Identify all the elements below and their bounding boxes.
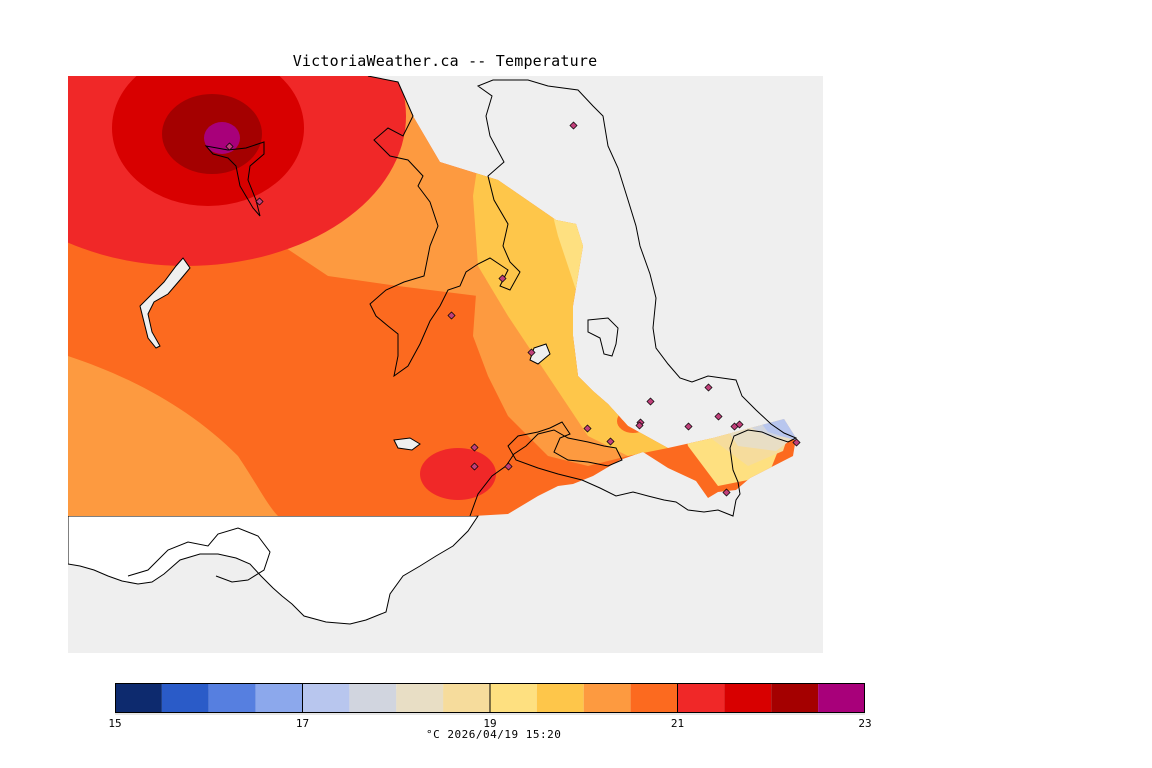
station-marker[interactable]	[447, 311, 456, 320]
colorbar-tick-label: 17	[295, 717, 310, 730]
colorbar-tick-label: 21	[670, 717, 685, 730]
station-marker[interactable]	[255, 197, 264, 206]
station-marker[interactable]	[714, 412, 723, 421]
colorbar-tick-label: 19	[483, 717, 497, 730]
colorbar-tick-label: 15	[108, 717, 122, 730]
station-marker[interactable]	[792, 438, 801, 447]
temperature-map[interactable]	[68, 76, 823, 653]
station-marker[interactable]	[635, 421, 644, 430]
colorbar-band	[115, 683, 162, 713]
station-marker[interactable]	[470, 462, 479, 471]
colorbar-band	[255, 683, 303, 713]
units-timestamp-label: °C 2026/04/19 15:20	[426, 728, 562, 741]
lake-center	[529, 343, 551, 365]
colorbar-band	[771, 683, 819, 713]
station-marker[interactable]	[470, 443, 479, 452]
station-marker[interactable]	[646, 397, 655, 406]
map-title: VictoriaWeather.ca -- Temperature	[292, 52, 598, 70]
station-marker[interactable]	[504, 462, 513, 471]
weather-stations	[225, 121, 801, 497]
station-marker[interactable]	[735, 420, 744, 429]
station-marker[interactable]	[225, 142, 234, 151]
lake-east	[587, 317, 619, 357]
colorbar-band	[443, 683, 490, 713]
colorbar-tick-label: 23	[858, 717, 872, 730]
station-marker[interactable]	[527, 348, 536, 357]
colorbar-band	[302, 683, 350, 713]
inlet-coastline	[204, 141, 265, 217]
station-marker[interactable]	[704, 383, 713, 392]
colorbar-band	[677, 683, 725, 713]
colorbar-band	[490, 683, 537, 713]
unmapped-landmass	[68, 515, 479, 625]
coastline	[367, 76, 798, 517]
unmapped-inner-outline	[127, 527, 271, 583]
colorbar-band	[536, 683, 584, 713]
colorbar-band	[396, 683, 444, 713]
temperature-colorbar	[115, 683, 865, 715]
colorbar-band	[818, 683, 865, 713]
colorbar-band	[161, 683, 209, 713]
station-marker[interactable]	[583, 424, 592, 433]
colorbar-band	[208, 683, 256, 713]
station-marker[interactable]	[498, 274, 507, 283]
station-marker[interactable]	[606, 437, 615, 446]
station-marker[interactable]	[684, 422, 693, 431]
lake-south	[393, 437, 421, 451]
lake-west	[139, 257, 191, 349]
colorbar-band	[349, 683, 397, 713]
colorbar-band	[583, 683, 631, 713]
station-marker[interactable]	[722, 488, 731, 497]
colorbar-band	[630, 683, 678, 713]
colorbar-band	[724, 683, 772, 713]
station-marker[interactable]	[569, 121, 578, 130]
